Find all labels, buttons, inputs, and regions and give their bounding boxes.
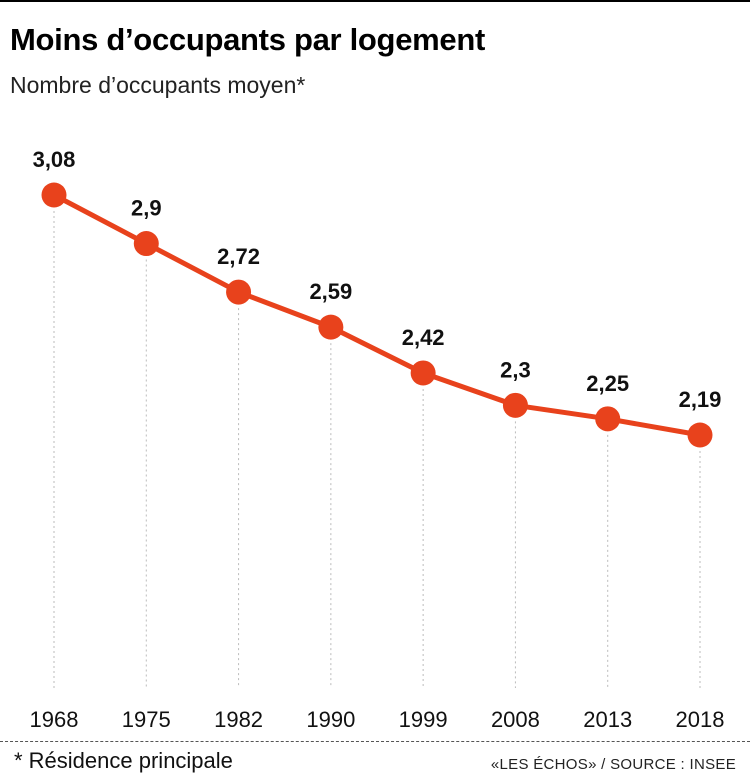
data-label-1990: 2,59 — [309, 279, 352, 304]
data-point-2008 — [502, 392, 528, 418]
data-point-1982 — [226, 279, 252, 305]
x-tick-label-1982: 1982 — [214, 707, 263, 732]
chart-title: Moins d’occupants par logement — [10, 22, 485, 57]
data-label-2008: 2,3 — [500, 357, 531, 382]
data-label-1975: 2,9 — [131, 196, 162, 221]
x-tick-label-1968: 1968 — [30, 707, 79, 732]
x-axis-ticks: 1968 1975 1982 1990 1999 2008 2013 2018 — [30, 707, 725, 732]
series-line-group — [51, 192, 703, 438]
data-label-2018: 2,19 — [679, 387, 722, 412]
x-tick-label-1990: 1990 — [306, 707, 355, 732]
data-point-1975 — [133, 231, 159, 257]
data-point-2018 — [687, 422, 713, 448]
x-tick-label-1975: 1975 — [122, 707, 171, 732]
x-tick-label-2013: 2013 — [583, 707, 632, 732]
x-tick-label-1999: 1999 — [399, 707, 448, 732]
chart-subtitle: Nombre d’occupants moyen* — [10, 72, 306, 98]
line-chart: 3,082,92,722,592,422,32,252,19 1968 1975 1… — [30, 147, 725, 732]
top-rule — [0, 0, 750, 2]
footnote: * Résidence principale — [14, 748, 233, 773]
data-labels: 3,08 2,9 2,72 2,59 2,42 2,3 2,25 2,19 — [33, 147, 722, 412]
gridlines — [53, 211, 701, 688]
x-tick-label-2008: 2008 — [491, 707, 540, 732]
x-tick-label-2018: 2018 — [676, 707, 725, 732]
source-credit: «LES ÉCHOS» / SOURCE : INSEE — [490, 756, 736, 773]
data-point-1968 — [41, 182, 67, 208]
data-label-1999: 2,42 — [402, 325, 445, 350]
data-point-2013 — [595, 406, 621, 432]
footer-divider — [0, 741, 750, 742]
data-label-2013: 2,25 — [586, 371, 629, 396]
series-line — [51, 192, 703, 438]
data-label-1982: 2,72 — [217, 244, 260, 269]
data-points — [41, 182, 713, 448]
data-label-1968: 3,08 — [33, 147, 76, 172]
data-point-1990 — [318, 314, 344, 340]
data-point-1999 — [410, 360, 436, 386]
